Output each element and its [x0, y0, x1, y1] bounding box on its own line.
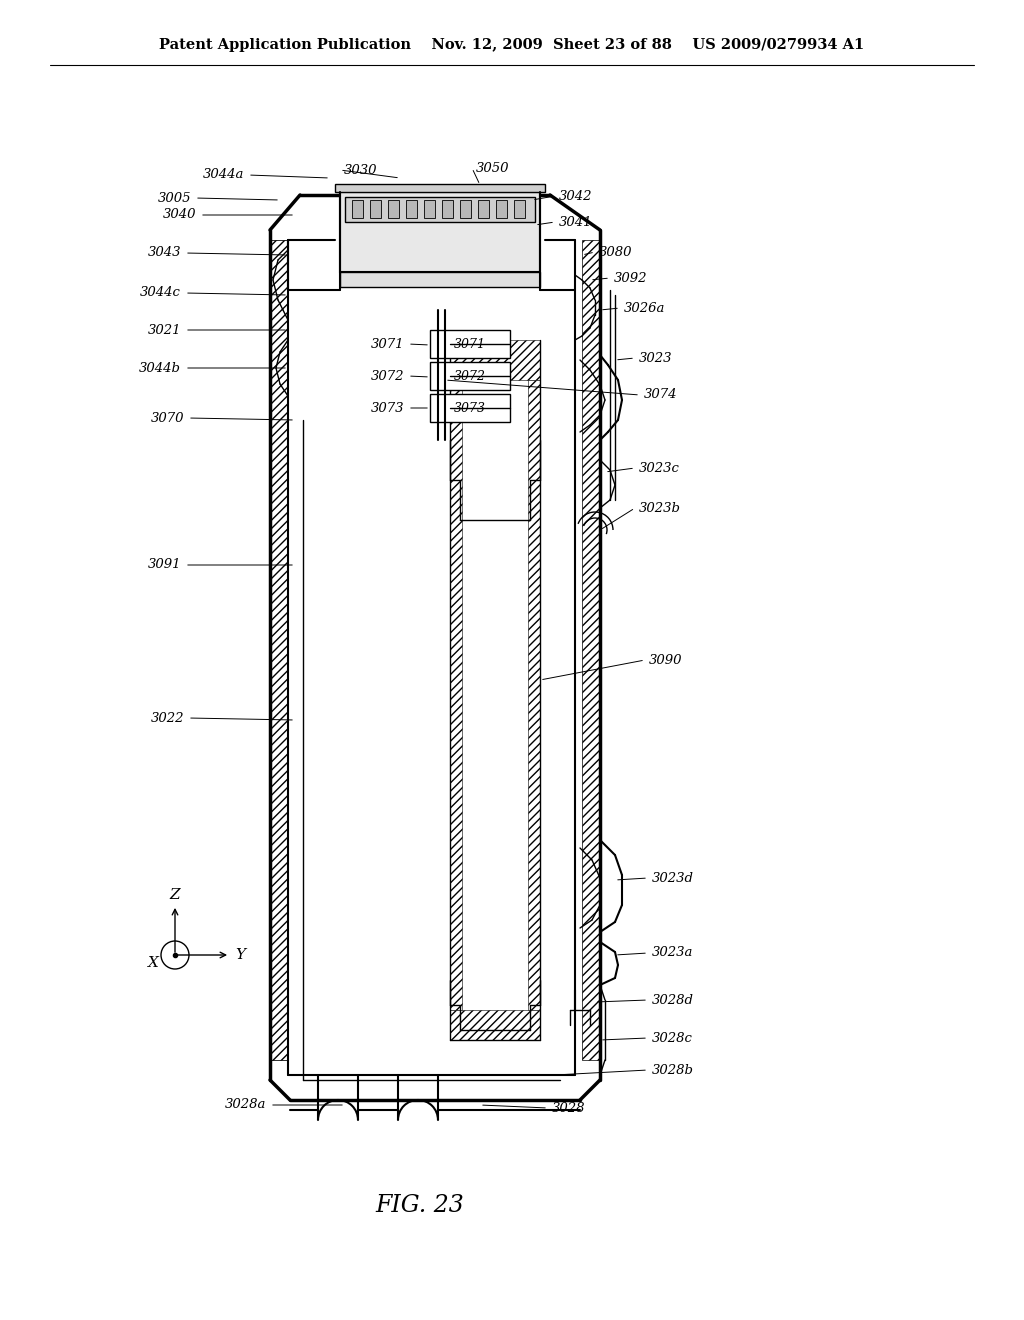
Bar	[340, 191, 540, 272]
Text: Z: Z	[170, 888, 180, 902]
Bar	[345, 197, 535, 222]
Text: FIG. 23: FIG. 23	[376, 1193, 464, 1217]
Text: Y: Y	[234, 948, 245, 962]
Text: 3091: 3091	[147, 558, 181, 572]
Bar	[430, 362, 510, 389]
Text: 3042: 3042	[559, 190, 593, 202]
Text: 3028c: 3028c	[652, 1031, 693, 1044]
Bar	[450, 1010, 540, 1040]
Text: 3073: 3073	[371, 401, 404, 414]
Text: 3023: 3023	[639, 351, 673, 364]
Text: 3050: 3050	[476, 161, 510, 174]
Text: 3044b: 3044b	[139, 362, 181, 375]
Text: 3092: 3092	[614, 272, 647, 285]
Bar	[406, 201, 417, 218]
Bar	[478, 201, 489, 218]
Text: 3074: 3074	[644, 388, 678, 401]
Bar	[514, 201, 525, 218]
Text: 3072: 3072	[454, 370, 486, 383]
Bar	[340, 272, 540, 286]
Text: 3080: 3080	[599, 246, 633, 259]
Text: 3028: 3028	[552, 1101, 586, 1114]
Text: 3023d: 3023d	[652, 871, 694, 884]
Bar	[424, 201, 435, 218]
Bar	[430, 393, 510, 422]
Text: 3041: 3041	[559, 215, 593, 228]
Text: 3022: 3022	[151, 711, 184, 725]
Text: 3090: 3090	[649, 653, 683, 667]
Text: X: X	[147, 956, 159, 970]
Bar	[335, 183, 545, 191]
Text: 3044a: 3044a	[203, 169, 244, 181]
Text: 3028d: 3028d	[652, 994, 694, 1006]
Text: 3071: 3071	[454, 338, 486, 351]
Text: 3005: 3005	[158, 191, 191, 205]
Bar	[582, 240, 600, 1060]
Text: 3044c: 3044c	[140, 286, 181, 300]
Bar	[270, 240, 288, 1060]
Bar	[370, 201, 381, 218]
Bar	[388, 201, 399, 218]
Text: 3073: 3073	[454, 401, 486, 414]
Text: 3026a: 3026a	[624, 301, 666, 314]
Text: 3043: 3043	[147, 247, 181, 260]
Bar	[450, 341, 540, 380]
Bar	[270, 240, 288, 1060]
Text: 3028a: 3028a	[224, 1098, 266, 1111]
Text: Patent Application Publication    Nov. 12, 2009  Sheet 23 of 88    US 2009/02799: Patent Application Publication Nov. 12, …	[160, 38, 864, 51]
Text: 3023a: 3023a	[652, 946, 693, 960]
Text: 3030: 3030	[344, 164, 378, 177]
Text: 3040: 3040	[163, 209, 196, 222]
Bar	[450, 380, 462, 1010]
Bar	[528, 380, 540, 1010]
Text: 3071: 3071	[371, 338, 404, 351]
Bar	[442, 201, 453, 218]
Text: 3070: 3070	[151, 412, 184, 425]
Text: 3072: 3072	[371, 370, 404, 383]
Text: 3023b: 3023b	[639, 502, 681, 515]
Bar	[352, 201, 362, 218]
Text: 3028b: 3028b	[652, 1064, 694, 1077]
Bar	[460, 201, 471, 218]
Bar	[496, 201, 507, 218]
Bar	[430, 330, 510, 358]
Text: 3023c: 3023c	[639, 462, 680, 474]
Text: 3021: 3021	[147, 323, 181, 337]
